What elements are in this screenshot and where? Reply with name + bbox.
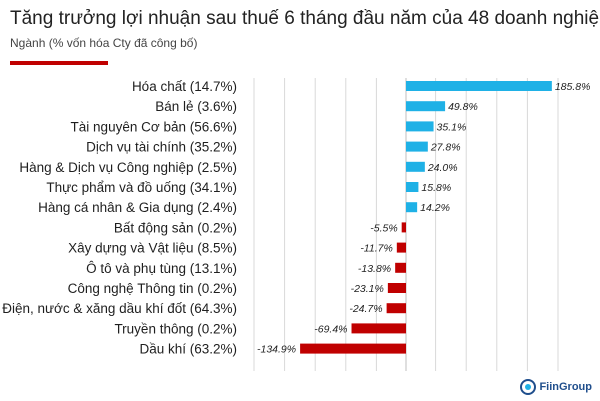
data-label: 15.8% — [421, 182, 451, 194]
data-label: -5.5% — [370, 222, 397, 234]
data-label: -23.1% — [351, 283, 384, 295]
category-label: Hóa chất (14.7%) — [132, 79, 237, 94]
bar — [300, 343, 406, 354]
category-label: Bán lẻ (3.6%) — [155, 99, 237, 114]
category-label: Điện, nước & xăng dầu khí đốt (64.3%) — [2, 301, 237, 316]
data-label: -11.7% — [360, 243, 393, 255]
bar — [406, 182, 419, 192]
brand-name: FiinGroup — [539, 381, 592, 393]
category-label: Tài nguyên Cơ bản (56.6%) — [71, 119, 237, 134]
category-label: Dầu khí (63.2%) — [139, 342, 237, 357]
category-label: Ô tô và phụ tùng (13.1%) — [86, 261, 237, 276]
bar — [387, 283, 406, 293]
category-label: Dịch vụ tài chính (35.2%) — [86, 140, 237, 155]
category-label: Xây dựng và Vật liệu (8.5%) — [68, 241, 237, 256]
chart-title: Tăng trưởng lợi nhuận sau thuế 6 tháng đ… — [10, 8, 600, 29]
category-label: Hàng cá nhân & Gia dụng (2.4%) — [38, 200, 237, 215]
bar — [406, 101, 446, 112]
title-accent-rule — [10, 61, 108, 65]
bar — [406, 202, 418, 213]
data-label: 49.8% — [448, 101, 478, 113]
chart-subtitle: Ngành (% vốn hóa Cty đã công bố) — [10, 36, 198, 50]
data-label: -24.7% — [349, 303, 382, 315]
data-label: 35.1% — [437, 121, 467, 133]
category-label: Truyền thông (0.2%) — [114, 321, 237, 336]
data-label: 14.2% — [420, 202, 450, 214]
bar — [406, 141, 428, 152]
data-label: -13.8% — [358, 263, 391, 275]
brand-logo: FiinGroup — [520, 379, 592, 395]
category-label: Hàng & Dịch vụ Công nghiệp (2.5%) — [19, 160, 237, 175]
data-label: -134.9% — [257, 344, 296, 356]
data-label: -69.4% — [314, 323, 347, 335]
bar — [406, 81, 552, 91]
bar — [396, 242, 406, 253]
fiingroup-logo-icon — [520, 379, 537, 395]
data-label: 24.0% — [427, 162, 458, 174]
category-label: Bất động sản (0.2%) — [114, 220, 237, 235]
bar — [386, 303, 406, 314]
category-label: Thực phẩm và đồ uống (34.1%) — [46, 180, 237, 195]
data-label: 185.8% — [555, 81, 591, 93]
bar — [401, 222, 406, 233]
data-label: 27.8% — [430, 142, 461, 154]
bar — [351, 323, 406, 334]
bar — [395, 262, 406, 273]
bar — [406, 161, 425, 172]
category-label: Công nghệ Thông tin (0.2%) — [68, 281, 237, 296]
bar — [406, 121, 434, 132]
